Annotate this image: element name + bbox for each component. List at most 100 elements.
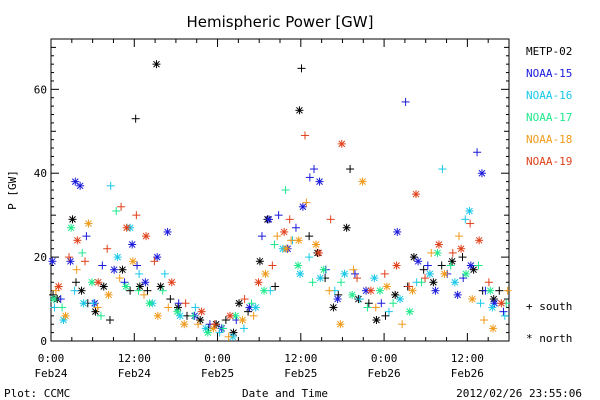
south-point [49,290,58,299]
north-point [461,269,470,278]
north-point [434,240,443,249]
north-point [152,60,161,69]
north-point [348,290,357,299]
south-point [257,232,266,241]
south-point [105,316,114,325]
north-point [375,286,384,295]
north-point [145,299,154,308]
north-point [457,244,466,253]
series-legend: METP-02 NOAA-15 NOAA-16 NOAA-17 NOAA-18 NOAA-… [526,45,572,168]
x-tick-label-date: Feb26 [451,367,484,380]
south-point [297,64,306,73]
north-point [497,299,506,308]
north-point [312,240,321,249]
north-point [99,282,108,291]
south-point [164,303,173,312]
south-point [221,316,230,325]
south-point [364,299,373,308]
north-point [110,265,119,274]
south-point [224,332,233,341]
north-point [261,269,270,278]
south-point [96,311,105,320]
south-point [160,269,169,278]
south-point [112,206,121,215]
x-tick-label-time: 0:00 [371,352,398,365]
north-point [412,190,421,199]
north-point [409,253,418,262]
north-point [135,282,144,291]
south-point [421,274,430,283]
north-point [408,286,417,295]
south-point [240,295,249,304]
legend-item: NOAA-19 [526,155,572,168]
north-point [294,236,303,245]
south-point [72,265,81,274]
x-tick-label-date: Feb26 [368,367,401,380]
south-point [438,165,447,174]
south-point [458,253,467,262]
south-point [377,299,386,308]
north-point [396,295,405,304]
north-point [475,236,484,245]
north-point [76,181,85,190]
marker-legend-item: + south [526,300,572,313]
south-point [446,261,455,270]
north-point [49,295,58,304]
x-tick-label-time: 0:00 [38,352,65,365]
south-point [427,248,436,257]
south-point [337,278,346,287]
south-point [82,232,91,241]
south-point [71,278,80,287]
south-point [247,299,256,308]
south-point [274,211,283,220]
south-point [305,173,314,182]
north-point [431,286,440,295]
north-point [122,223,131,232]
north-point [448,257,457,266]
south-point [56,295,65,304]
south-point [268,261,277,270]
north-point [282,244,291,253]
north-point [336,320,345,329]
north-point [298,202,307,211]
north-point [203,328,212,337]
south-point [300,131,309,140]
north-point [450,278,459,287]
y-tick-label: 40 [34,167,47,180]
south-point [466,219,475,228]
south-point [302,198,311,207]
south-point [308,278,317,287]
south-point [398,320,407,329]
x-axis-ticks: 0:00 Feb24 12:00 Feb24 0:00 Feb25 12:00 Feb25 0:… [34,39,510,380]
legend-item: NOAA-18 [526,133,572,146]
south-point [166,295,175,304]
south-point [70,286,79,295]
legend-item: NOAA-17 [526,111,572,124]
y-tick-label: 60 [34,83,47,96]
north-point [229,328,238,337]
south-point [459,274,468,283]
south-point [325,286,334,295]
south-point [448,248,457,257]
south-point [417,278,426,287]
north-point [173,307,182,316]
north-point [260,286,269,295]
north-point [163,227,172,236]
south-point [473,148,482,157]
footer-left: Plot: CCMC [4,387,70,400]
south-point [503,286,512,295]
south-point [281,186,290,194]
north-point [113,253,122,262]
south-point [89,299,98,308]
north-point [294,261,303,270]
north-point [254,278,263,287]
south-point [305,253,314,262]
legend-item: NOAA-15 [526,67,572,80]
north-point [128,240,137,249]
south-point [239,324,248,333]
south-point [480,316,489,325]
north-point [77,286,86,295]
south-point [58,303,67,312]
south-point [381,311,390,320]
